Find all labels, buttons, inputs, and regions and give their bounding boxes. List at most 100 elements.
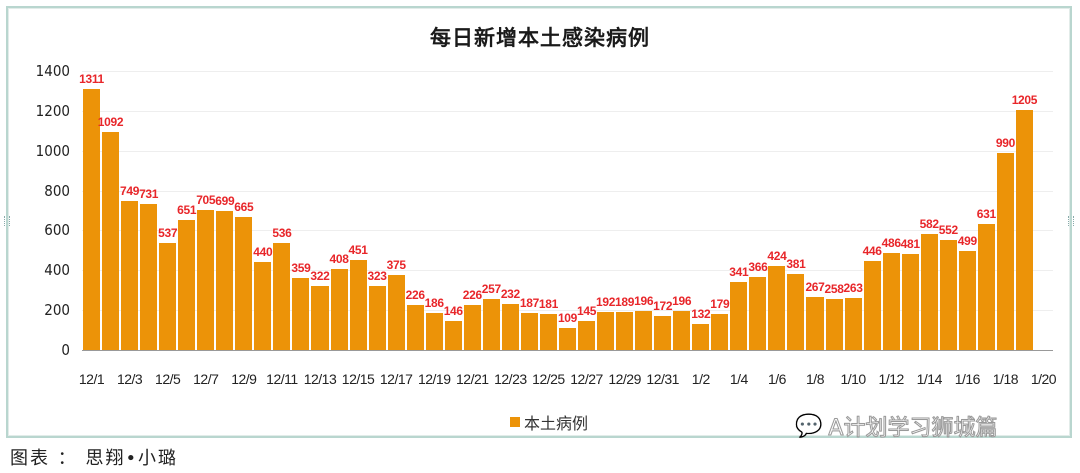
data-label: 631 bbox=[976, 207, 996, 222]
y-tick-label: 1400 bbox=[35, 62, 70, 80]
bar bbox=[578, 321, 596, 350]
bar bbox=[825, 298, 843, 350]
legend: 本土病例 bbox=[510, 410, 588, 434]
bar bbox=[692, 323, 710, 350]
data-label: 537 bbox=[158, 225, 178, 240]
bar bbox=[844, 297, 862, 350]
bar bbox=[292, 278, 310, 350]
wechat-icon: 💬 bbox=[794, 413, 823, 439]
data-label: 226 bbox=[462, 287, 482, 302]
x-tick-label: 12/3 bbox=[116, 371, 143, 387]
data-label: 196 bbox=[672, 293, 692, 308]
gridline bbox=[82, 190, 1053, 192]
bar bbox=[83, 88, 101, 350]
data-label: 366 bbox=[748, 260, 768, 275]
bar bbox=[197, 209, 215, 350]
y-tick-label: 1000 bbox=[35, 141, 70, 160]
x-tick-label: 12/27 bbox=[570, 371, 603, 387]
bar bbox=[1015, 109, 1033, 350]
data-label: 258 bbox=[824, 281, 844, 296]
x-tick-label: 1/8 bbox=[806, 371, 824, 387]
data-label: 263 bbox=[843, 280, 863, 295]
data-label: 582 bbox=[919, 217, 939, 232]
bar bbox=[673, 310, 691, 350]
data-label: 189 bbox=[615, 295, 635, 310]
bar bbox=[102, 132, 120, 350]
bar bbox=[235, 217, 253, 350]
bar bbox=[387, 275, 405, 350]
x-tick-label: 12/7 bbox=[193, 371, 219, 387]
x-tick-label: 1/2 bbox=[691, 371, 710, 387]
bar bbox=[901, 254, 919, 350]
data-label: 749 bbox=[120, 183, 140, 198]
data-label: 267 bbox=[805, 279, 825, 294]
bar bbox=[311, 285, 329, 350]
data-label: 499 bbox=[957, 233, 977, 248]
x-tick-label: 12/25 bbox=[532, 371, 565, 387]
bar bbox=[406, 304, 424, 350]
bar bbox=[349, 260, 367, 350]
data-label: 132 bbox=[691, 306, 711, 321]
gridline bbox=[82, 310, 1053, 312]
bar bbox=[140, 204, 158, 350]
bar bbox=[539, 313, 557, 350]
y-tick-label: 200 bbox=[44, 301, 70, 320]
y-tick-label: 800 bbox=[44, 181, 70, 200]
bar bbox=[501, 303, 519, 350]
x-tick-label: 1/14 bbox=[916, 371, 943, 387]
y-tick-label: 600 bbox=[44, 221, 70, 240]
bar bbox=[520, 312, 538, 350]
x-tick-label: 1/20 bbox=[1030, 371, 1057, 387]
bar bbox=[958, 250, 976, 350]
bar bbox=[178, 220, 196, 350]
x-tick-label: 1/10 bbox=[840, 371, 866, 387]
x-axis-line bbox=[82, 350, 1053, 351]
x-tick-label: 12/23 bbox=[494, 371, 527, 387]
data-label: 232 bbox=[500, 286, 520, 301]
data-label: 196 bbox=[634, 293, 654, 308]
x-tick-label: 12/13 bbox=[303, 371, 337, 387]
bar bbox=[654, 315, 672, 350]
x-tick-label: 1/4 bbox=[729, 371, 748, 387]
data-label: 226 bbox=[405, 287, 425, 302]
data-label: 699 bbox=[215, 193, 235, 208]
resize-handle-right[interactable] bbox=[1068, 216, 1074, 226]
data-label: 552 bbox=[938, 222, 958, 237]
data-label: 440 bbox=[253, 245, 273, 260]
data-label: 486 bbox=[881, 236, 901, 251]
data-label: 1092 bbox=[97, 115, 124, 130]
bar bbox=[939, 240, 957, 350]
x-tick-label: 12/1 bbox=[78, 371, 105, 387]
bar bbox=[920, 234, 938, 350]
data-label: 146 bbox=[443, 303, 463, 318]
bar bbox=[121, 200, 139, 350]
data-label: 381 bbox=[786, 257, 806, 272]
data-label: 536 bbox=[272, 226, 292, 241]
x-tick-label: 12/31 bbox=[646, 371, 679, 387]
gridline bbox=[82, 71, 1053, 72]
data-label: 481 bbox=[900, 237, 920, 252]
data-label: 705 bbox=[196, 192, 216, 207]
data-label: 1205 bbox=[1011, 92, 1038, 107]
x-tick-label: 12/9 bbox=[231, 371, 257, 387]
bar bbox=[882, 253, 900, 350]
bar bbox=[425, 312, 443, 350]
x-tick-label: 1/6 bbox=[767, 371, 786, 387]
bar bbox=[616, 312, 634, 350]
y-tick-label: 1200 bbox=[35, 101, 70, 120]
x-tick-label: 12/21 bbox=[456, 371, 489, 387]
x-tick-label: 12/19 bbox=[417, 371, 451, 387]
data-label: 109 bbox=[557, 311, 578, 326]
data-label: 665 bbox=[234, 200, 254, 215]
data-label: 375 bbox=[386, 258, 406, 273]
data-label: 359 bbox=[291, 261, 311, 276]
data-label: 179 bbox=[710, 297, 730, 312]
bar bbox=[863, 261, 881, 350]
resize-handle-left[interactable] bbox=[4, 216, 10, 226]
data-label: 651 bbox=[177, 203, 197, 218]
data-label: 145 bbox=[576, 304, 597, 319]
data-label: 192 bbox=[596, 294, 616, 309]
gridline bbox=[82, 270, 1053, 272]
data-label: 1311 bbox=[79, 71, 104, 86]
data-label: 187 bbox=[519, 295, 539, 310]
